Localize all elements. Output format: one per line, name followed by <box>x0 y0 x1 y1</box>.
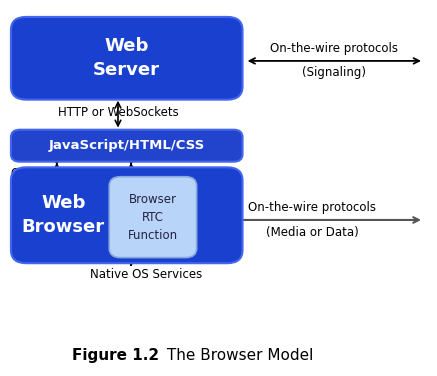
Text: HTTP or WebSockets: HTTP or WebSockets <box>58 106 178 119</box>
FancyBboxPatch shape <box>11 130 243 162</box>
FancyBboxPatch shape <box>11 17 243 100</box>
Text: RTC APIs: RTC APIs <box>115 167 165 180</box>
Text: JavaScript/HTML/CSS: JavaScript/HTML/CSS <box>49 139 205 152</box>
Text: On-the-wire protocols: On-the-wire protocols <box>249 201 376 214</box>
Text: Other APIs: Other APIs <box>10 167 73 180</box>
Text: Web
Server: Web Server <box>93 38 160 79</box>
Text: Browser
RTC
Function: Browser RTC Function <box>128 193 178 242</box>
Text: (Media or Data): (Media or Data) <box>266 226 359 239</box>
Text: (Signaling): (Signaling) <box>302 66 366 79</box>
Text: On-the-wire protocols: On-the-wire protocols <box>271 42 398 55</box>
Text: Native OS Services: Native OS Services <box>90 268 202 281</box>
Text: The Browser Model: The Browser Model <box>162 348 313 363</box>
Text: Figure 1.2: Figure 1.2 <box>73 348 160 363</box>
FancyBboxPatch shape <box>11 167 243 263</box>
FancyBboxPatch shape <box>109 177 197 258</box>
Text: Web
Browser: Web Browser <box>22 194 105 236</box>
